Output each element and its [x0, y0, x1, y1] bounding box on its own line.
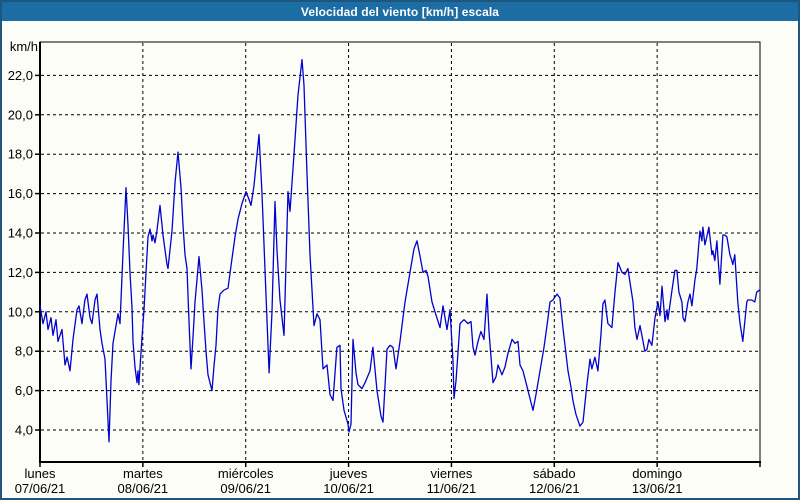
y-tick-label: 6,0 [15, 383, 33, 398]
x-day-date-label: 10/06/21 [323, 481, 374, 496]
wind-speed-chart: 22,0 20,0 18,0 16,0 14,0 12,0 10,0 8,0 6,0 4,0 lun… [8, 39, 761, 496]
x-day-name-label: lunes [24, 466, 56, 481]
y-tick-label: 10,0 [8, 304, 33, 319]
x-day-date-label: 13/06/21 [632, 481, 683, 496]
y-tick-label: 14,0 [8, 226, 33, 241]
x-day-date-label: 09/06/21 [220, 481, 271, 496]
y-tick-label: 18,0 [8, 147, 33, 162]
y-tick-label: 22,0 [8, 68, 33, 83]
y-tick-label: 12,0 [8, 265, 33, 280]
x-day-date-label: 11/06/21 [427, 481, 477, 496]
chart-title: Velocidad del viento [km/h] escala [300, 4, 500, 19]
chart-title-bar: Velocidad del viento [km/h] escala [2, 2, 798, 21]
x-day-name-label: jueves [329, 466, 368, 481]
x-day-name-label: sábado [533, 466, 576, 481]
x-day-name-label: viernes [430, 466, 472, 481]
plot-border [39, 41, 761, 463]
y-tick-label: 20,0 [8, 107, 33, 122]
x-day-date-label: 07/06/21 [15, 481, 66, 496]
y-tick-label: 4,0 [15, 423, 33, 438]
wind-speed-line [39, 58, 761, 443]
y-tick-label: 16,0 [8, 186, 33, 201]
x-day-name-label: domingo [632, 466, 682, 481]
x-day-date-label: 08/06/21 [118, 481, 169, 496]
x-day-date-label: 12/06/21 [529, 481, 580, 496]
x-day-name-label: martes [123, 466, 163, 481]
x-day-name-label: miércoles [218, 466, 274, 481]
y-tick-label: 8,0 [15, 344, 33, 359]
y-unit-label: km/h [10, 39, 38, 54]
